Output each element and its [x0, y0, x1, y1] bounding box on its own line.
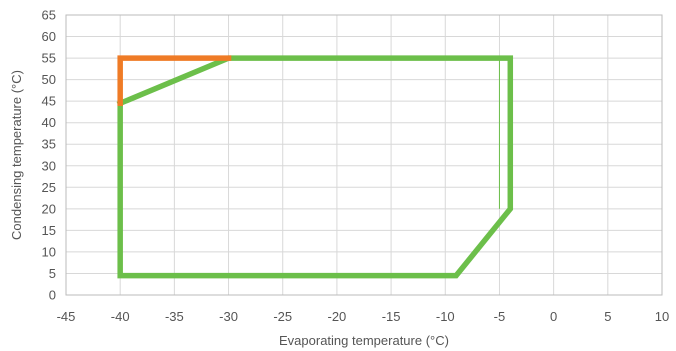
plot-frame	[65, 14, 663, 296]
x-tick-label: -40	[111, 309, 130, 324]
x-tick-label: 5	[604, 309, 611, 324]
y-tick-label: 30	[42, 158, 56, 173]
y-tick-label: 45	[42, 94, 56, 109]
y-tick-labels: 0 5 10 15 20 25 30 35 40 45 50 55 60 65	[42, 8, 56, 303]
y-tick-label: 55	[42, 51, 56, 66]
x-tick-label: 0	[550, 309, 557, 324]
y-tick-label: 5	[49, 266, 56, 281]
x-tick-label: -10	[436, 309, 455, 324]
x-tick-label: -15	[382, 309, 401, 324]
y-tick-label: 40	[42, 115, 56, 130]
y-tick-label: 0	[49, 288, 56, 303]
x-tick-label: -30	[219, 309, 238, 324]
y-tick-label: 20	[42, 201, 56, 216]
axes	[65, 14, 663, 296]
y-tick-label: 15	[42, 223, 56, 238]
x-tick-labels: -45 -40 -35 -30 -25 -20 -15 -10 -5 0 5 10	[57, 309, 670, 324]
y-tick-label: 60	[42, 29, 56, 44]
series-layer	[116, 55, 514, 279]
x-axis-title: Evaporating temperature (°C)	[279, 333, 449, 348]
x-tick-label: -25	[273, 309, 292, 324]
y-tick-label: 65	[42, 8, 56, 23]
x-tick-label: -45	[57, 309, 76, 324]
series-green-envelope	[116, 55, 514, 279]
y-tick-label: 25	[42, 180, 56, 195]
series-orange-envelope	[117, 55, 232, 107]
x-tick-label: -35	[165, 309, 184, 324]
y-axis-title: Condensing temperature (°C)	[9, 70, 24, 240]
y-tick-label: 50	[42, 72, 56, 87]
y-tick-label: 35	[42, 137, 56, 152]
x-tick-label: -5	[494, 309, 506, 324]
y-tick-label: 10	[42, 244, 56, 259]
x-tick-label: -20	[328, 309, 347, 324]
x-tick-label: 10	[655, 309, 669, 324]
